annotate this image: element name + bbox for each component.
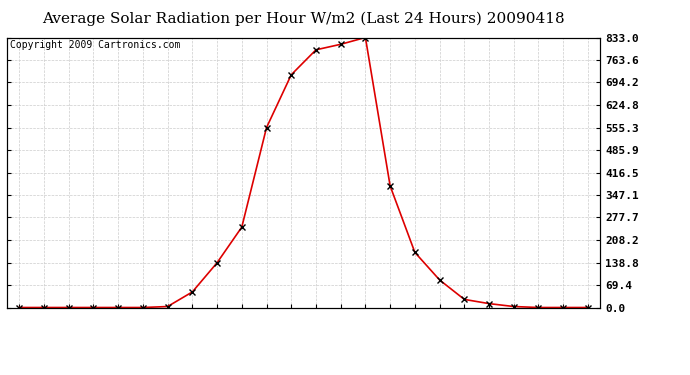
Text: 19:00: 19:00 [484,314,494,348]
Text: 21:00: 21:00 [533,314,544,348]
Text: 09:00: 09:00 [237,314,247,348]
Text: 12:00: 12:00 [311,314,321,348]
Text: 22:00: 22:00 [558,314,568,348]
Text: Average Solar Radiation per Hour W/m2 (Last 24 Hours) 20090418: Average Solar Radiation per Hour W/m2 (L… [42,11,565,26]
Text: 10:00: 10:00 [262,314,271,348]
Text: 05:00: 05:00 [138,314,148,348]
Text: Copyright 2009 Cartronics.com: Copyright 2009 Cartronics.com [10,40,180,50]
Text: 08:00: 08:00 [212,314,222,348]
Text: 15:00: 15:00 [385,314,395,348]
Text: 07:00: 07:00 [188,314,197,348]
Text: 02:00: 02:00 [63,314,74,348]
Text: 01:00: 01:00 [39,314,49,348]
Text: 00:00: 00:00 [14,314,24,348]
Text: 17:00: 17:00 [435,314,444,348]
Text: 04:00: 04:00 [113,314,123,348]
Text: 23:00: 23:00 [583,314,593,348]
Text: 06:00: 06:00 [163,314,172,348]
Text: 11:00: 11:00 [286,314,296,348]
Text: 13:00: 13:00 [336,314,346,348]
Text: 03:00: 03:00 [88,314,99,348]
Text: 14:00: 14:00 [360,314,371,348]
Text: 16:00: 16:00 [410,314,420,348]
Text: 20:00: 20:00 [509,314,519,348]
Text: 18:00: 18:00 [460,314,469,348]
